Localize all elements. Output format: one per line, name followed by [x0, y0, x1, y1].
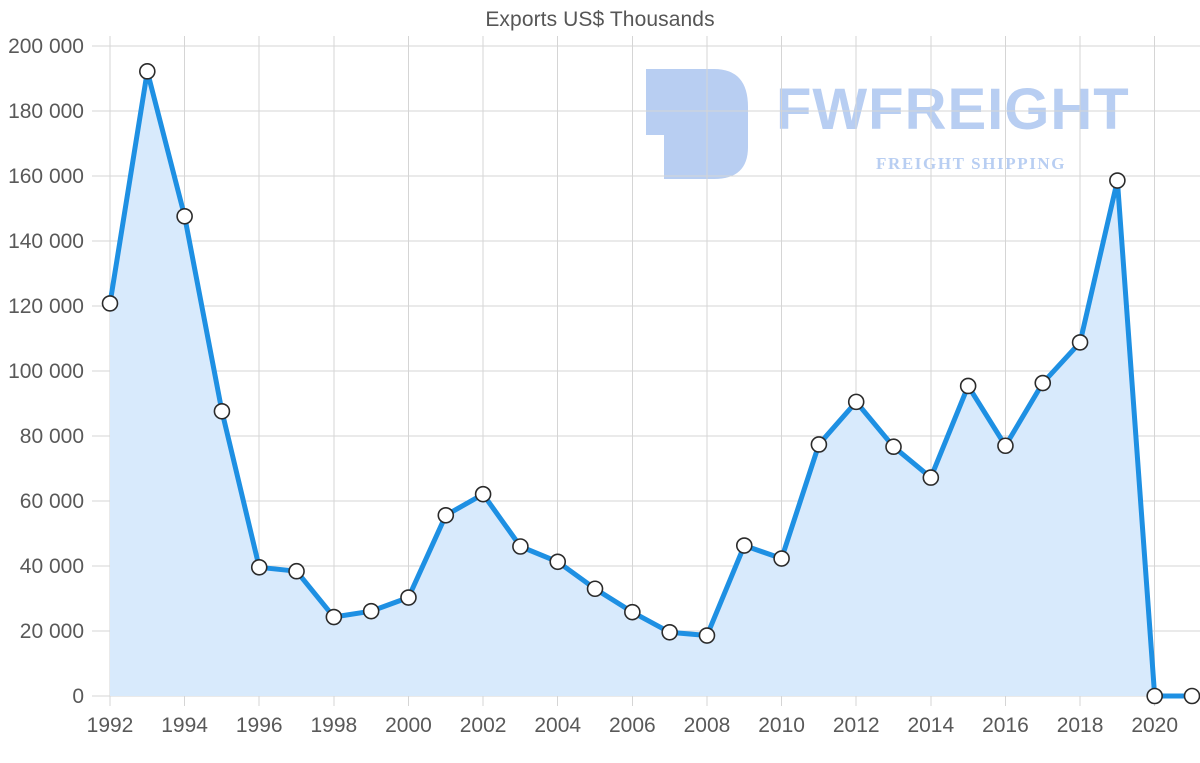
x-axis-tick-label: 2014 [907, 714, 954, 737]
data-point-marker[interactable] [101, 295, 119, 312]
data-point-marker[interactable] [139, 63, 156, 80]
data-point-marker[interactable] [325, 608, 343, 626]
x-axis-tick-label: 2012 [833, 714, 880, 737]
data-point-marker[interactable] [959, 377, 977, 395]
area-fill [110, 71, 1192, 697]
data-point-marker[interactable] [1183, 687, 1200, 705]
y-axis-tick-label: 80 000 [20, 425, 84, 448]
data-point-marker[interactable] [1034, 374, 1052, 392]
x-axis-tick-label: 1998 [311, 714, 358, 737]
data-point-marker[interactable] [362, 602, 380, 620]
data-point-marker[interactable] [735, 537, 753, 554]
data-point-marker[interactable] [698, 627, 716, 644]
data-point-marker[interactable] [512, 538, 529, 555]
y-axis-tick-label: 40 000 [20, 555, 84, 578]
data-point-marker[interactable] [1146, 687, 1163, 705]
x-axis-tick-label: 2002 [460, 714, 507, 737]
data-point-marker[interactable] [661, 623, 678, 641]
x-axis-tick-label: 2000 [385, 714, 432, 737]
data-point-marker[interactable] [847, 393, 865, 411]
y-axis-tick-label: 60 000 [20, 490, 84, 513]
x-axis-tick-label: 2020 [1131, 714, 1178, 737]
data-point-marker[interactable] [773, 550, 790, 567]
data-point-marker[interactable] [997, 437, 1014, 455]
y-axis-tick-label: 140 000 [8, 230, 84, 253]
data-point-marker[interactable] [810, 436, 828, 453]
x-axis-tick-label: 1994 [161, 714, 208, 737]
data-point-marker[interactable] [250, 558, 268, 576]
x-axis-tick-label: 2006 [609, 714, 656, 737]
data-point-marker[interactable] [1071, 334, 1089, 351]
data-point-marker[interactable] [288, 562, 305, 580]
x-axis-tick-label: 1992 [87, 714, 134, 737]
y-axis-tick-label: 20 000 [20, 620, 84, 643]
x-axis-tick-label: 2004 [534, 714, 581, 737]
data-point-marker[interactable] [922, 469, 940, 486]
chart-title: Exports US$ Thousands [485, 8, 715, 31]
x-axis-tick-label: 2018 [1057, 714, 1104, 737]
y-axis-tick-label: 120 000 [8, 295, 84, 318]
y-axis-tick-label: 100 000 [8, 360, 84, 383]
y-axis-tick-label: 200 000 [8, 35, 84, 58]
y-axis-tick-label: 180 000 [8, 100, 84, 123]
data-point-marker[interactable] [885, 438, 902, 456]
x-axis-tick-label: 2016 [982, 714, 1029, 737]
data-point-marker[interactable] [213, 402, 231, 420]
data-point-marker[interactable] [176, 208, 193, 225]
data-point-marker[interactable] [400, 589, 417, 606]
y-axis-tick-label: 160 000 [8, 165, 84, 188]
y-axis-ticks: 0 20 000 40 000 60 000 80 000 100 000 120 000 1… [8, 35, 84, 708]
data-point-marker[interactable] [437, 506, 455, 524]
data-point-marker[interactable] [1109, 172, 1126, 189]
y-axis-tick-label: 0 [72, 685, 84, 708]
x-axis-tick-label: 1996 [236, 714, 283, 737]
data-point-marker[interactable] [586, 580, 604, 598]
data-point-marker[interactable] [474, 485, 492, 503]
x-axis-tick-label: 2010 [758, 714, 805, 737]
data-point-marker[interactable] [549, 553, 567, 571]
data-point-markers [101, 63, 1200, 705]
x-axis-tick-label: 2008 [684, 714, 731, 737]
data-point-marker[interactable] [624, 603, 641, 621]
x-axis-ticks: 1992 1994 1996 1998 2000 2002 2004 2006 2008 2010… [87, 714, 1178, 737]
